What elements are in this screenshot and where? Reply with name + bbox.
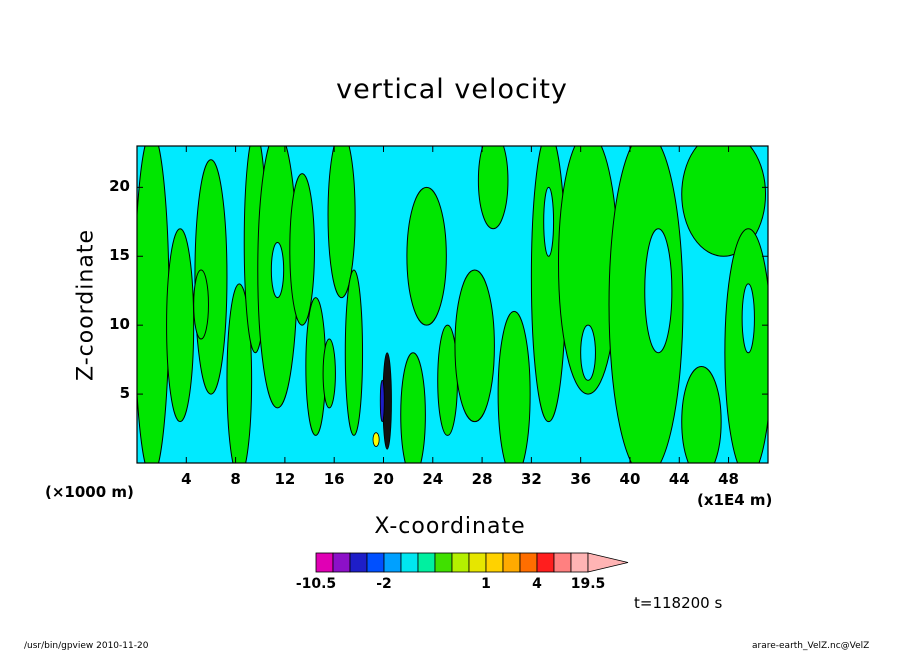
positive-region-13 [454,269,495,423]
colorbar-cell [502,552,521,573]
positive-region-1 [166,228,195,423]
colorbar-label: -10.5 [295,576,337,592]
positive-region-10 [400,352,426,463]
y-tick-label: 20 [109,177,130,196]
x-tick-label: 32 [520,470,542,488]
chart-title: vertical velocity [336,74,568,105]
colorbar [315,552,629,573]
footer-right-text: arare-earth_VelZ.nc@VelZ [752,641,870,651]
colorbar-cell [366,552,385,573]
positive-region-9 [344,269,364,436]
negative-region-0 [580,324,596,381]
x-tick-label: 24 [422,470,444,488]
positive-region-8 [327,146,356,299]
positive-region-18 [681,146,767,257]
colorbar-extend-arrow [587,552,629,573]
negative-region-2 [741,283,755,354]
positive-region-11 [406,186,447,326]
colorbar-label: -2 [376,576,392,592]
positive-region-21 [477,146,509,230]
x-tick-label: 44 [668,470,690,488]
colorbar-cell [332,552,351,573]
y-tick-label: 15 [109,246,130,265]
colorbar-cell [468,552,487,573]
colorbar-cell [400,552,419,573]
x-tick-label: 4 [181,470,192,488]
x-tick-label: 12 [274,470,296,488]
x-tick-label: 40 [619,470,641,488]
y-tick-label: 10 [109,315,130,334]
negative-region-1 [644,228,673,354]
x-axis-unit-note: (x1E4 m) [697,491,773,509]
contour-field [137,146,768,463]
plot-area [136,145,769,464]
colorbar-cell [434,552,453,573]
colorbar-label: 19.5 [570,576,606,592]
negative-region-4 [543,186,555,257]
x-tick-label: 28 [471,470,493,488]
positive-region-14 [497,310,531,463]
colorbar-cell [451,552,470,573]
colorbar-cell [553,552,572,573]
positive-region-3 [226,283,253,463]
negative-region-3 [270,241,285,299]
colorbar-cell [417,552,436,573]
time-label: t=118200 s [634,594,723,612]
footer-left-text: /usr/bin/gpview 2010-11-20 [24,641,149,651]
colorbar-cell [570,552,589,573]
colorbar-cell [349,552,368,573]
x-axis-label: X-coordinate [374,514,526,539]
colorbar-cell [536,552,555,573]
x-tick-label: 20 [373,470,394,488]
x-tick-label: 48 [718,470,739,488]
x-tick-label: 16 [323,470,345,488]
core-region-1 [379,379,385,423]
colorbar-cell [519,552,538,573]
positive-region-0 [137,146,170,463]
x-tick-label: 36 [570,470,592,488]
positive-region-22 [193,269,209,340]
plot-frame [136,145,769,464]
core-region-2 [372,432,380,447]
x-axis-scale-note: (×1000 m) [45,483,134,501]
colorbar-cell [485,552,504,573]
positive-region-20 [681,366,722,463]
colorbar-label: 4 [532,576,542,592]
positive-region-12 [437,324,458,436]
colorbar-label: 1 [481,576,491,592]
positive-region-6 [289,173,315,326]
y-tick-label: 5 [119,384,130,403]
x-tick-label: 8 [230,470,241,488]
colorbar-cell [383,552,402,573]
positive-region-23 [322,338,336,409]
colorbar-cell [315,552,334,573]
positive-region-7 [305,297,327,436]
